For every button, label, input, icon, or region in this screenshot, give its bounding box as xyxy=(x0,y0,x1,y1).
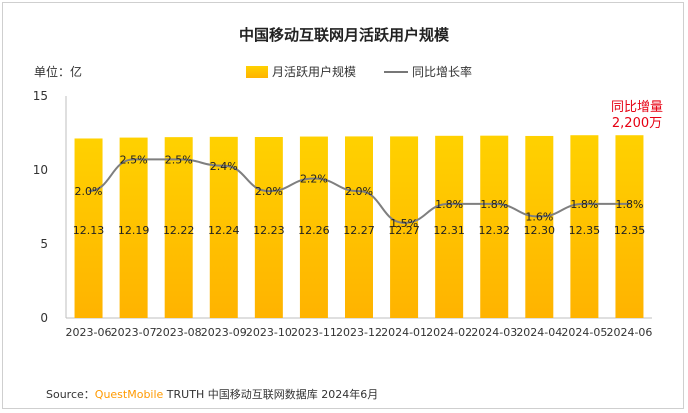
growth-rate-label: 1.6% xyxy=(525,211,553,224)
legend-bar-label: 月活跃用户规模 xyxy=(272,65,357,79)
bar-value-label: 12.32 xyxy=(478,224,510,237)
legend-line-swatch xyxy=(384,70,409,73)
bar xyxy=(345,136,373,318)
x-tick-label: 2023-11 xyxy=(291,326,337,339)
bar xyxy=(74,138,103,318)
growth-rate-label: 2.2% xyxy=(300,172,328,185)
y-tick-label: 15 xyxy=(33,89,48,103)
growth-rate-line xyxy=(88,158,630,224)
yoy-increment-callout: 同比增量 2,200万 xyxy=(592,100,682,132)
bar xyxy=(390,136,419,318)
x-tick-label: 2023-07 xyxy=(111,326,157,339)
bar xyxy=(435,135,464,318)
x-tick-label: 2024-04 xyxy=(516,326,562,339)
bar-value-label: 12.24 xyxy=(208,224,240,237)
x-tick-label: 2023-12 xyxy=(336,326,382,339)
legend-item-bar: 月活跃用户规模 xyxy=(246,63,356,80)
source-prefix: Source： xyxy=(46,388,95,401)
growth-rate-label: 1.8% xyxy=(435,198,463,211)
growth-rate-label: 1.8% xyxy=(615,198,643,211)
x-tick-label: 2024-05 xyxy=(561,326,607,339)
bar xyxy=(615,135,644,318)
legend-item-line: 同比增长率 xyxy=(384,63,472,80)
legend-line-label: 同比增长率 xyxy=(412,65,473,79)
y-tick-label: 5 xyxy=(40,237,48,251)
source-rest: TRUTH 中国移动互联网数据库 2024年6月 xyxy=(163,388,379,401)
source-note: Source：QuestMobile TRUTH 中国移动互联网数据库 2024… xyxy=(46,386,378,402)
x-tick-label: 2023-06 xyxy=(66,326,112,339)
bar xyxy=(119,137,148,318)
growth-rate-label: 2.5% xyxy=(120,153,148,166)
growth-rate-label: 1.5% xyxy=(390,217,418,230)
x-tick-label: 2024-03 xyxy=(471,326,517,339)
bar-value-label: 12.22 xyxy=(163,224,195,237)
legend-bar-swatch xyxy=(246,65,268,78)
bar-value-label: 12.27 xyxy=(343,224,375,237)
x-tick-label: 2024-02 xyxy=(426,326,472,339)
bar xyxy=(525,135,554,318)
bar-value-label: 12.26 xyxy=(298,224,330,237)
bar-value-label: 12.30 xyxy=(524,224,556,237)
bar-value-label: 12.13 xyxy=(73,224,105,237)
x-tick-label: 2023-10 xyxy=(246,326,292,339)
growth-rate-label: 2.0% xyxy=(255,185,283,198)
growth-rate-label: 2.4% xyxy=(210,160,238,173)
y-tick-label: 0 xyxy=(40,311,48,325)
x-tick-label: 2023-09 xyxy=(201,326,247,339)
source-brand: QuestMobile xyxy=(94,388,164,401)
x-tick-label: 2023-08 xyxy=(156,326,202,339)
x-tick-label: 2024-01 xyxy=(381,326,427,339)
chart-title: 中国移动互联网月活跃用户规模 xyxy=(238,26,449,44)
callout-value: 2,200万 xyxy=(611,116,663,131)
bar-value-label: 12.19 xyxy=(118,224,150,237)
bar xyxy=(480,135,509,318)
bar xyxy=(164,137,193,318)
growth-rate-label: 2.0% xyxy=(75,185,103,198)
growth-rate-label: 2.0% xyxy=(345,185,373,198)
callout-title: 同比增量 xyxy=(610,100,663,115)
legend: 月活跃用户规模 同比增长率 xyxy=(246,63,472,80)
growth-rate-label: 1.8% xyxy=(480,198,508,211)
y-tick-label: 10 xyxy=(33,163,48,177)
growth-rate-label: 1.8% xyxy=(570,198,598,211)
bar-value-label: 12.23 xyxy=(253,224,285,237)
bar-value-label: 12.31 xyxy=(433,224,465,237)
bar xyxy=(299,136,328,318)
bar-value-label: 12.35 xyxy=(569,224,601,237)
unit-label: 单位：亿 xyxy=(34,65,83,79)
bar-value-label: 12.27 xyxy=(388,224,420,237)
growth-rate-label: 2.5% xyxy=(165,153,193,166)
bar xyxy=(254,136,283,318)
x-tick-label: 2024-06 xyxy=(606,326,652,339)
bar xyxy=(570,135,599,318)
bar-value-label: 12.35 xyxy=(614,224,646,237)
